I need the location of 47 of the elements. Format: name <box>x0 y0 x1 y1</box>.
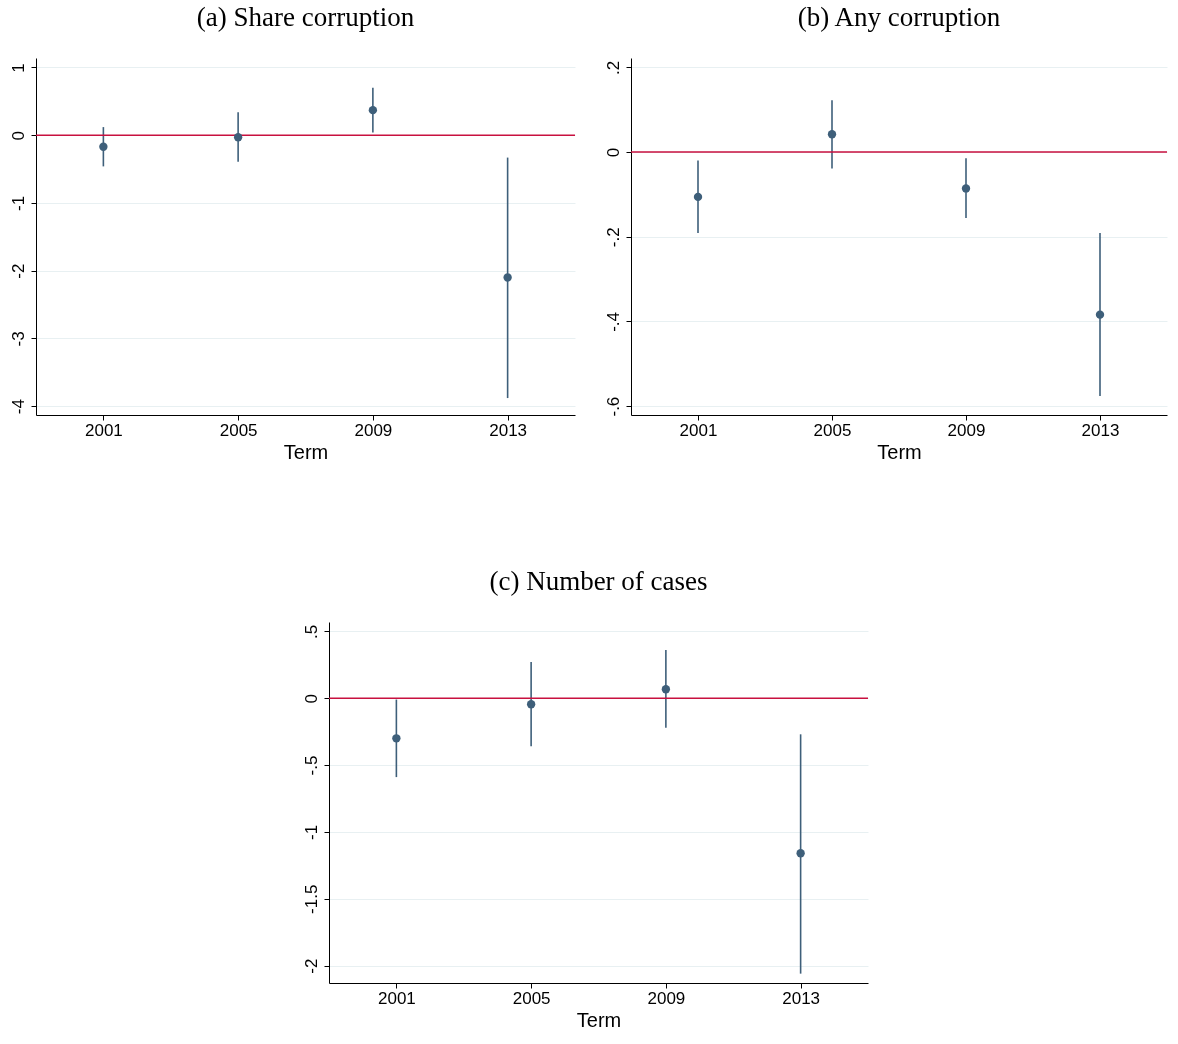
y-tick-label: -2 <box>301 958 321 974</box>
x-tick-label: 2013 <box>489 420 528 440</box>
y-tick-label: -1.5 <box>301 884 321 914</box>
point <box>961 184 971 193</box>
x-tick-label: 2009 <box>947 420 986 440</box>
y-tick-label: 0 <box>603 147 623 158</box>
x-tick-label: 2005 <box>219 420 258 440</box>
y-tick-label: -1 <box>8 195 28 212</box>
y-tick-label: -2 <box>8 263 28 279</box>
x-tick-label: 2013 <box>782 988 821 1008</box>
point <box>661 685 671 694</box>
point <box>233 133 243 142</box>
x-tick-label: 2005 <box>512 988 551 1008</box>
point <box>796 849 805 858</box>
point <box>827 130 837 139</box>
x-tick-label: 2001 <box>377 988 416 1008</box>
x-tick-label: 2009 <box>354 420 393 440</box>
point <box>99 142 108 151</box>
y-tick-label: -.2 <box>603 227 623 248</box>
x-axis-title: Term <box>283 440 329 463</box>
y-tick-label: 0 <box>8 130 28 141</box>
x-tick-label: 2001 <box>84 420 123 440</box>
point <box>526 700 536 709</box>
y-tick-label: .2 <box>603 60 623 75</box>
y-tick-label: -3 <box>8 331 28 347</box>
chart-title: (c) Number of cases <box>489 566 708 596</box>
x-axis-title: Term <box>576 1008 622 1031</box>
y-tick-label: -.6 <box>603 396 623 417</box>
y-tick-label: -.5 <box>301 755 321 776</box>
point <box>392 734 401 743</box>
y-tick-label: -.4 <box>603 311 623 332</box>
y-tick-label: -1 <box>301 824 321 840</box>
x-axis-title: Term <box>877 440 922 463</box>
y-tick-label: .5 <box>301 624 321 639</box>
point <box>503 273 512 282</box>
point <box>693 192 703 202</box>
point <box>368 105 378 115</box>
chart-title: (a) Share corruption <box>196 2 415 32</box>
y-tick-label: 0 <box>301 693 321 704</box>
chart-title: (b) Any corruption <box>797 2 1001 32</box>
point <box>1095 310 1105 319</box>
x-tick-label: 2013 <box>1081 420 1120 440</box>
y-tick-label: 1 <box>8 63 28 73</box>
x-tick-label: 2001 <box>679 420 718 440</box>
y-tick-label: -4 <box>8 399 28 415</box>
x-tick-label: 2009 <box>647 988 686 1008</box>
x-tick-label: 2005 <box>813 420 852 440</box>
